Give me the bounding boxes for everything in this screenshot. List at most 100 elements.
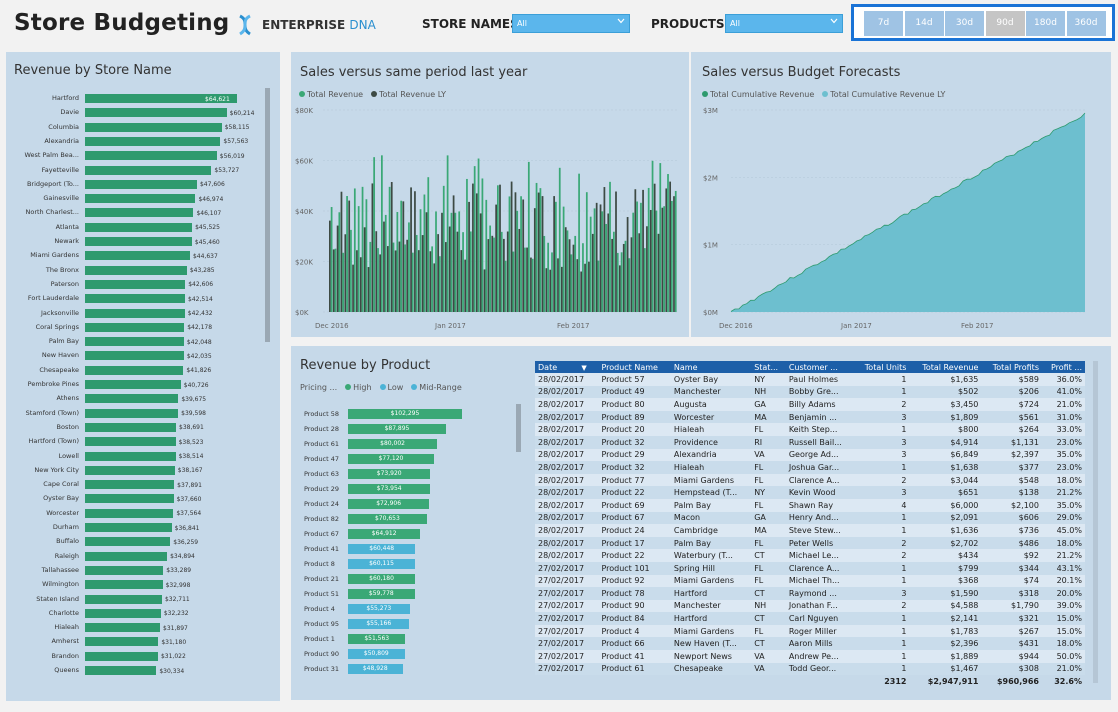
revenue-ly-bar[interactable]	[367, 267, 370, 312]
product-bar[interactable]: $55,166	[348, 619, 410, 629]
revenue-ly-bar[interactable]	[514, 192, 517, 312]
revenue-bar[interactable]	[651, 160, 654, 312]
table-row[interactable]: 28/02/2017 Product 77 Miami Gardens FL Clare…	[535, 473, 1085, 487]
revenue-ly-bar[interactable]	[545, 268, 548, 312]
revenue-bar[interactable]	[632, 212, 635, 312]
revenue-bar[interactable]	[369, 241, 372, 312]
store-bar[interactable]	[85, 537, 171, 547]
table-row[interactable]: 27/02/2017 Product 92 Miami Gardens FL Micha…	[535, 574, 1085, 588]
revenue-bar[interactable]	[531, 258, 534, 312]
revenue-bar[interactable]	[346, 196, 348, 312]
revenue-bar[interactable]	[574, 235, 577, 312]
revenue-ly-bar[interactable]	[646, 226, 648, 312]
revenue-bar[interactable]	[547, 242, 550, 312]
store-bar[interactable]	[85, 623, 161, 633]
store-bar[interactable]	[85, 508, 174, 518]
revenue-bar[interactable]	[582, 243, 584, 312]
revenue-ly-bar[interactable]	[549, 269, 552, 312]
revenue-ly-bar[interactable]	[588, 261, 590, 312]
revenue-ly-bar[interactable]	[657, 233, 660, 312]
revenue-ly-bar[interactable]	[379, 254, 382, 312]
revenue-bar[interactable]	[373, 157, 376, 312]
table-row[interactable]: 28/02/2017 Product 80 Augusta GA Billy Adams…	[535, 398, 1085, 411]
revenue-ly-bar[interactable]	[576, 259, 579, 312]
store-bar[interactable]	[85, 523, 172, 532]
revenue-bar[interactable]	[392, 242, 395, 312]
revenue-ly-bar[interactable]	[642, 189, 644, 312]
revenue-ly-bar[interactable]	[630, 237, 633, 312]
revenue-ly-bar[interactable]	[452, 195, 455, 312]
revenue-ly-bar[interactable]	[537, 192, 540, 312]
revenue-bar[interactable]	[427, 177, 430, 312]
revenue-bar[interactable]	[493, 237, 495, 312]
revenue-ly-bar[interactable]	[414, 191, 416, 312]
product-bar[interactable]: $70,653	[348, 514, 427, 524]
revenue-ly-bar[interactable]	[375, 231, 378, 312]
revenue-bar[interactable]	[458, 211, 461, 312]
revenue-bar[interactable]	[435, 211, 437, 312]
revenue-ly-bar[interactable]	[611, 238, 614, 312]
revenue-bar[interactable]	[516, 210, 519, 312]
revenue-bar[interactable]	[408, 222, 410, 312]
store-bar[interactable]	[85, 351, 184, 361]
revenue-bar[interactable]	[396, 211, 399, 312]
product-bar[interactable]: $60,180	[348, 574, 416, 584]
revenue-ly-bar[interactable]	[580, 271, 583, 312]
product-bar[interactable]: $73,920	[348, 469, 431, 479]
revenue-ly-bar[interactable]	[541, 196, 544, 312]
revenue-ly-bar[interactable]	[487, 239, 490, 312]
legend-item[interactable]: Total Cumulative Revenue	[702, 90, 814, 99]
table-row[interactable]: 28/02/2017 Product 24 Cambridge MA Steve Ste…	[535, 524, 1085, 537]
period-button-360d[interactable]: 360d	[1066, 11, 1106, 36]
column-header[interactable]: Date ▼	[535, 361, 599, 373]
store-bar[interactable]	[85, 637, 159, 647]
column-header[interactable]: Profit ...	[1041, 361, 1085, 373]
revenue-bar[interactable]	[508, 196, 511, 312]
revenue-bar[interactable]	[597, 260, 600, 312]
revenue-bar[interactable]	[558, 167, 561, 312]
product-bar[interactable]: $87,895	[348, 424, 446, 434]
revenue-ly-bar[interactable]	[402, 201, 405, 312]
store-bar[interactable]	[85, 666, 157, 675]
revenue-bar[interactable]	[520, 196, 522, 312]
legend-item[interactable]: High	[345, 383, 372, 392]
product-bar[interactable]: $50,809	[348, 649, 405, 659]
revenue-ly-bar[interactable]	[649, 209, 652, 312]
column-header[interactable]: Total Profits	[981, 361, 1042, 373]
revenue-ly-bar[interactable]	[441, 212, 443, 312]
revenue-bar[interactable]	[381, 155, 383, 312]
store-bar[interactable]	[85, 222, 193, 232]
revenue-ly-bar[interactable]	[460, 250, 463, 312]
revenue-ly-bar[interactable]	[530, 257, 532, 312]
revenue-bar[interactable]	[543, 235, 546, 312]
column-header[interactable]: Total Revenue	[909, 361, 982, 373]
product-bar[interactable]: $77,120	[348, 454, 434, 464]
revenue-ly-bar[interactable]	[568, 239, 571, 312]
revenue-ly-bar[interactable]	[607, 213, 610, 312]
table-row[interactable]: 27/02/2017 Product 4 Miami Gardens FL Roger …	[535, 624, 1085, 638]
revenue-ly-bar[interactable]	[561, 266, 563, 312]
revenue-ly-bar[interactable]	[572, 244, 575, 312]
table-row[interactable]: 28/02/2017 Product 17 Palm Bay FL Peter Well…	[535, 536, 1085, 550]
revenue-ly-bar[interactable]	[332, 249, 335, 312]
column-header[interactable]: Customer ...	[785, 361, 855, 373]
store-bar[interactable]	[85, 408, 179, 418]
table-row[interactable]: 27/02/2017 Product 101 Spring Hill FL Claren…	[535, 561, 1085, 575]
table-row[interactable]: 28/02/2017 Product 22 Waterbury (T... CT Mic…	[535, 549, 1085, 562]
revenue-bar[interactable]	[605, 223, 608, 312]
store-bar[interactable]	[85, 279, 186, 289]
table-row[interactable]: 28/02/2017 Product 49 Manchester NH Bobby Gr…	[535, 385, 1085, 399]
revenue-bar[interactable]	[504, 260, 507, 312]
store-bar[interactable]	[85, 337, 184, 347]
revenue-bar[interactable]	[566, 230, 569, 312]
revenue-ly-bar[interactable]	[390, 182, 393, 312]
revenue-bar[interactable]	[450, 212, 453, 312]
revenue-bar[interactable]	[609, 181, 611, 312]
store-bar[interactable]	[85, 151, 217, 161]
revenue-ly-bar[interactable]	[406, 239, 409, 312]
store-bar[interactable]	[85, 94, 237, 103]
product-bar[interactable]: $102,295	[348, 409, 462, 419]
revenue-ly-bar[interactable]	[661, 207, 664, 312]
revenue-ly-bar[interactable]	[533, 208, 536, 312]
revenue-bar[interactable]	[628, 258, 631, 312]
